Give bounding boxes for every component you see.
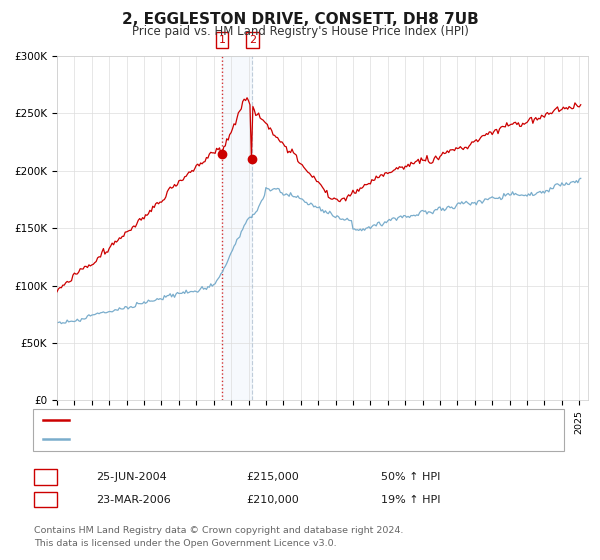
Text: 50% ↑ HPI: 50% ↑ HPI [381,472,440,482]
Text: 25-JUN-2004: 25-JUN-2004 [96,472,167,482]
Text: £210,000: £210,000 [246,494,299,505]
Text: 2: 2 [42,494,49,505]
Bar [222,56,253,400]
Text: This data is licensed under the Open Government Licence v3.0.: This data is licensed under the Open Gov… [34,539,337,548]
Text: 2: 2 [249,35,256,45]
Text: 2, EGGLESTON DRIVE, CONSETT, DH8 7UB (detached house): 2, EGGLESTON DRIVE, CONSETT, DH8 7UB (de… [74,415,406,425]
Text: 2, EGGLESTON DRIVE, CONSETT, DH8 7UB: 2, EGGLESTON DRIVE, CONSETT, DH8 7UB [122,12,478,27]
Text: HPI: Average price, detached house, County Durham: HPI: Average price, detached house, Coun… [74,435,362,445]
Text: 1: 1 [218,35,226,45]
Text: Price paid vs. HM Land Registry's House Price Index (HPI): Price paid vs. HM Land Registry's House … [131,25,469,38]
Text: £215,000: £215,000 [246,472,299,482]
Text: 23-MAR-2006: 23-MAR-2006 [96,494,171,505]
Text: 19% ↑ HPI: 19% ↑ HPI [381,494,440,505]
Text: Contains HM Land Registry data © Crown copyright and database right 2024.: Contains HM Land Registry data © Crown c… [34,526,404,535]
Text: 1: 1 [42,472,49,482]
